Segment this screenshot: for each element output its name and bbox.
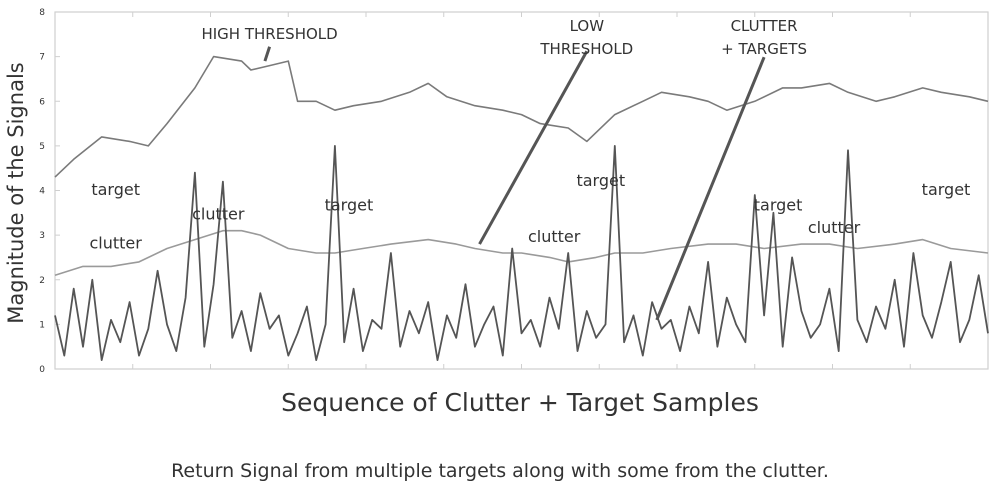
annotation-clutter: clutter (808, 218, 861, 237)
chart-svg: 0 1 2 3 4 5 6 7 8 HIGH THRESHOLD LOW THRESHOLD CLUT… (4, 8, 989, 417)
annotation-clutter: clutter (192, 205, 245, 224)
annotation-high-threshold: HIGH THRESHOLD (201, 25, 337, 43)
series-lines (54, 55, 989, 361)
series-line-low-threshold (54, 229, 989, 277)
annotation-target: target (325, 196, 374, 215)
annotation-pointer (263, 46, 272, 62)
figure-caption: Return Signal from multiple targets alon… (171, 460, 829, 482)
y-tick-label: 1 (39, 320, 45, 330)
y-tick-label: 0 (39, 365, 45, 375)
y-axis-label: Magnitude of the Signals (4, 62, 28, 323)
y-tick-label: 3 (39, 231, 45, 241)
y-tick-label: 7 (39, 53, 45, 63)
annotation-clutter: clutter (528, 227, 581, 246)
y-tick-label: 5 (39, 142, 45, 152)
annotation-clutter: clutter (89, 234, 142, 253)
annotation-pointer (655, 56, 766, 321)
annotation-target: target (754, 196, 803, 215)
plot-border (54, 11, 989, 370)
annotation-clutter-targets: CLUTTER + TARGETS (721, 17, 807, 58)
y-tick-label: 4 (39, 187, 45, 197)
y-tick-label: 6 (39, 97, 45, 107)
annotation-target: target (576, 171, 625, 190)
x-axis-label: Sequence of Clutter + Target Samples (281, 388, 759, 417)
annotation-target: target (922, 180, 971, 199)
series-line-clutter-targets (54, 145, 989, 361)
annotation-low-threshold: LOW THRESHOLD (539, 17, 633, 58)
y-axis: 0 1 2 3 4 5 6 7 8 (39, 8, 60, 375)
annotation-target: target (91, 180, 140, 199)
plot-frame (54, 11, 989, 370)
annotation-pointer (478, 50, 589, 245)
annotations: HIGH THRESHOLD LOW THRESHOLD CLUTTER + TARGE… (89, 17, 971, 321)
series-line-high-threshold (54, 55, 989, 178)
y-tick-label: 8 (39, 8, 45, 18)
y-tick-label: 2 (39, 276, 45, 286)
